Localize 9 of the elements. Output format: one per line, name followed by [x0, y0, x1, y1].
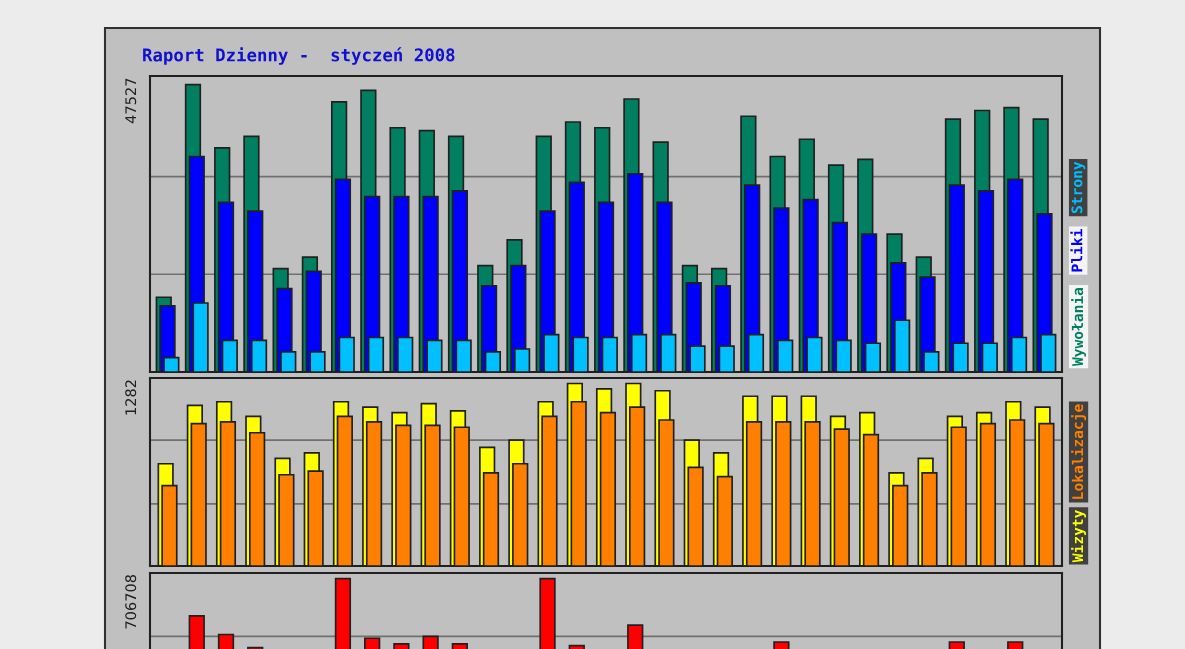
text: 706708	[125, 574, 137, 629]
text: 1282	[125, 380, 137, 415]
chart-title: Raport Dzienny - styczeń 2008	[143, 47, 455, 65]
text: Wizyty	[1071, 509, 1086, 563]
text: Pliki	[1070, 229, 1083, 272]
text: Lokalizacje	[1071, 404, 1086, 499]
text: 47527	[125, 78, 137, 124]
text: Wywołania	[1071, 287, 1086, 367]
text: Strony	[1071, 161, 1086, 214]
